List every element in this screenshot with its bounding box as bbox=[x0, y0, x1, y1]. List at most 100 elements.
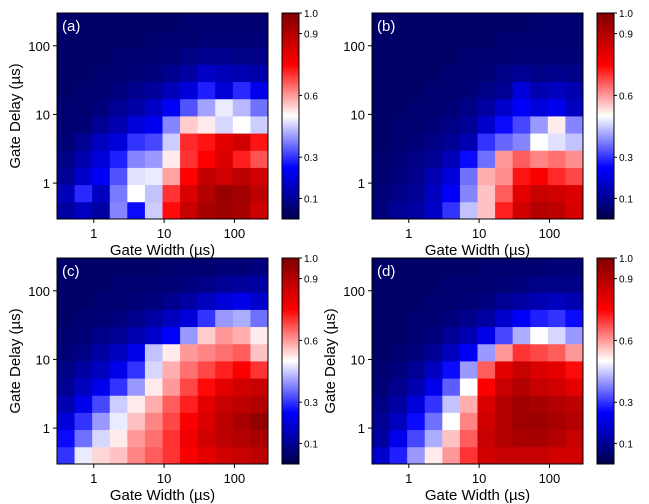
heatmap-cell bbox=[109, 258, 128, 276]
heatmap-cell bbox=[424, 184, 443, 203]
heatmap-cell bbox=[250, 326, 269, 345]
heatmap-cell bbox=[57, 201, 75, 220]
heatmap-cell bbox=[424, 167, 443, 186]
heatmap-cell bbox=[144, 201, 163, 220]
heatmap-cell bbox=[495, 64, 514, 83]
colorbar-tick-label: 0.9 bbox=[304, 30, 318, 41]
y-tick-label: 1 bbox=[43, 176, 50, 191]
heatmap-cell bbox=[424, 150, 443, 168]
heatmap-cell bbox=[232, 292, 251, 310]
heatmap-cell bbox=[162, 150, 181, 168]
heatmap-cell bbox=[530, 343, 549, 362]
heatmap-cell bbox=[180, 378, 199, 396]
y-tick-label: 100 bbox=[343, 39, 365, 54]
heatmap-cell bbox=[459, 309, 478, 328]
heatmap-cell bbox=[144, 309, 163, 328]
heatmap-cell bbox=[477, 309, 496, 328]
heatmap-cell bbox=[495, 116, 514, 134]
heatmap-cell bbox=[407, 326, 426, 345]
heatmap-cell bbox=[547, 116, 566, 134]
x-tick-label: 100 bbox=[224, 471, 246, 486]
x-tick-label: 100 bbox=[224, 226, 246, 241]
heatmap-cell bbox=[547, 150, 566, 168]
heatmap-cell bbox=[372, 395, 390, 413]
x-axis-label: Gate Width (µs) bbox=[425, 242, 530, 259]
heatmap-cell bbox=[495, 292, 514, 310]
heatmap-cell bbox=[180, 133, 199, 151]
heatmap-cell bbox=[372, 429, 390, 448]
heatmap-cell bbox=[512, 326, 531, 345]
heatmap-cell bbox=[215, 98, 234, 117]
heatmap-cell bbox=[162, 184, 181, 203]
heatmap-cell bbox=[442, 309, 461, 328]
heatmap-cell bbox=[162, 395, 181, 413]
heatmap-cell bbox=[109, 326, 128, 345]
colorbar-tick-label: 1.0 bbox=[619, 9, 633, 20]
heatmap-cell bbox=[459, 30, 478, 48]
colorbar-tick-label: 0.9 bbox=[304, 275, 318, 286]
heatmap-cell bbox=[162, 258, 181, 276]
heatmap-cell bbox=[127, 378, 146, 396]
heatmap-cell bbox=[92, 133, 111, 151]
heatmap-cell bbox=[232, 343, 251, 362]
heatmap-cell bbox=[127, 275, 146, 293]
heatmap-cell bbox=[74, 292, 93, 310]
heatmap-cell bbox=[162, 343, 181, 362]
heatmap-cell bbox=[92, 201, 111, 220]
heatmap-cell bbox=[197, 64, 216, 83]
heatmap-cell bbox=[565, 378, 584, 396]
heatmap-cell bbox=[180, 429, 199, 448]
heatmap-cell bbox=[162, 47, 181, 65]
heatmap-cell bbox=[565, 30, 584, 48]
heatmap-cell bbox=[250, 412, 269, 431]
heatmap-cell bbox=[92, 412, 111, 431]
heatmap-cell bbox=[495, 30, 514, 48]
heatmap-cell bbox=[215, 201, 234, 220]
heatmap-cell bbox=[512, 13, 531, 31]
heatmap-cell bbox=[162, 116, 181, 134]
heatmap-cell bbox=[512, 167, 531, 186]
heatmap-cell bbox=[424, 258, 443, 276]
heatmap-cell bbox=[197, 275, 216, 293]
x-tick-label: 1 bbox=[90, 471, 97, 486]
heatmap-cell bbox=[57, 133, 75, 151]
heatmap-cell bbox=[74, 395, 93, 413]
heatmap-cell bbox=[92, 429, 111, 448]
heatmap-cell bbox=[162, 292, 181, 310]
heatmap-cell bbox=[565, 258, 584, 276]
heatmap-cell bbox=[215, 395, 234, 413]
heatmap-cell bbox=[389, 446, 408, 465]
heatmap-cell bbox=[459, 378, 478, 396]
heatmap-cell bbox=[565, 13, 584, 31]
heatmap-cell bbox=[372, 378, 390, 396]
x-tick-label: 100 bbox=[539, 471, 561, 486]
x-tick-label: 1 bbox=[405, 471, 412, 486]
heatmap-cell bbox=[530, 326, 549, 345]
heatmap-cell bbox=[459, 133, 478, 151]
plot-frame bbox=[56, 12, 269, 220]
heatmap-cell bbox=[74, 116, 93, 134]
heatmap-cell bbox=[442, 446, 461, 465]
heatmap-cell bbox=[495, 378, 514, 396]
heatmap-cell bbox=[530, 309, 549, 328]
heatmap-cell bbox=[144, 133, 163, 151]
heatmap-cell bbox=[424, 30, 443, 48]
heatmap-cell bbox=[424, 116, 443, 134]
heatmap-cell bbox=[477, 343, 496, 362]
heatmap-cell bbox=[565, 81, 584, 100]
heatmap-cell bbox=[109, 446, 128, 465]
heatmap-cell bbox=[565, 184, 584, 203]
heatmap-cell bbox=[424, 446, 443, 465]
heatmap-cell bbox=[109, 429, 128, 448]
heatmap-cell bbox=[495, 446, 514, 465]
heatmap-cell bbox=[232, 184, 251, 203]
heatmap-cell bbox=[215, 116, 234, 134]
heatmap-cell bbox=[250, 275, 269, 293]
colorbar-tick-label: 0.3 bbox=[304, 398, 318, 409]
heatmap-cell bbox=[389, 201, 408, 220]
heatmap-cell bbox=[565, 446, 584, 465]
heatmap-cell bbox=[372, 326, 390, 345]
heatmap-cell bbox=[127, 258, 146, 276]
heatmap-cell bbox=[477, 258, 496, 276]
heatmap-cell bbox=[215, 429, 234, 448]
